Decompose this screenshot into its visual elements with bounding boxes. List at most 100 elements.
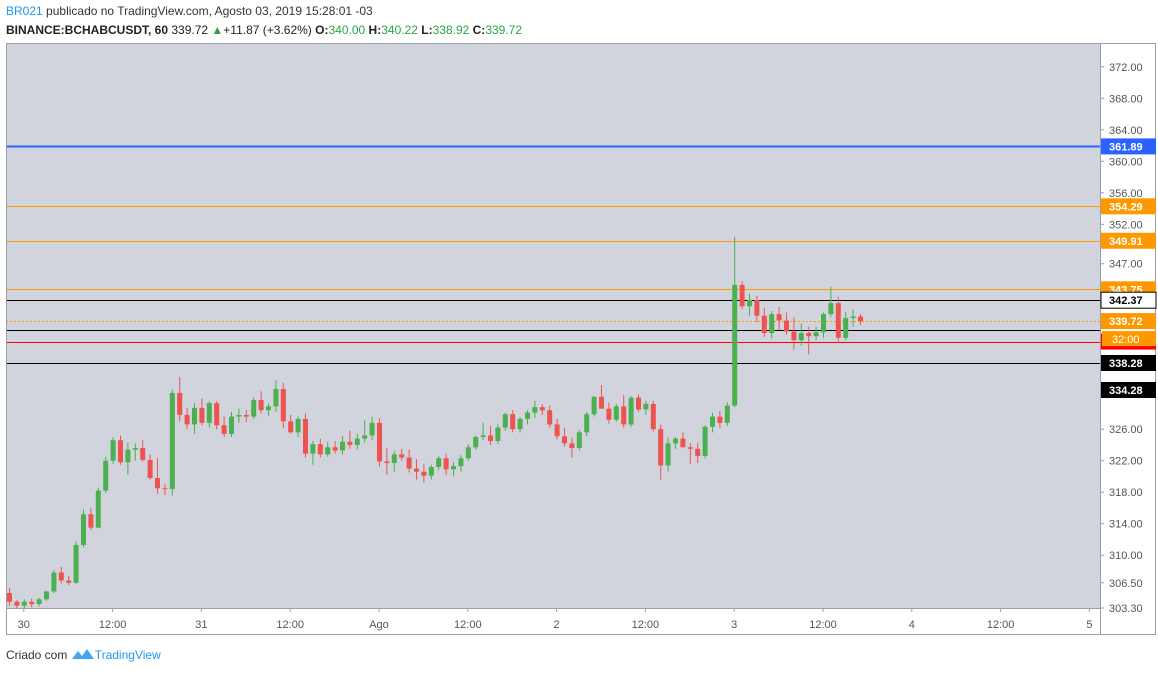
candle-body[interactable] — [377, 422, 382, 462]
candle-body[interactable] — [532, 407, 538, 413]
candle-body[interactable] — [7, 593, 12, 602]
candle-body[interactable] — [184, 414, 190, 425]
candle-body[interactable] — [702, 426, 708, 456]
candle-body[interactable] — [747, 299, 752, 307]
username[interactable]: BR021 — [6, 4, 43, 18]
candle-body[interactable] — [162, 488, 168, 490]
candle-body[interactable] — [110, 440, 116, 461]
candle-body[interactable] — [443, 458, 449, 470]
candle-body[interactable] — [813, 332, 819, 337]
candle-body[interactable] — [480, 435, 486, 438]
candle-body[interactable] — [95, 490, 101, 528]
candle-body[interactable] — [465, 447, 471, 459]
candle-body[interactable] — [776, 314, 782, 321]
candle-body[interactable] — [517, 418, 523, 430]
candle-body[interactable] — [658, 429, 664, 466]
candle-body[interactable] — [147, 459, 153, 479]
candle-body[interactable] — [428, 466, 434, 476]
candle-body[interactable] — [192, 407, 197, 425]
candle-body[interactable] — [569, 443, 575, 449]
candle-body[interactable] — [665, 443, 671, 466]
candle-body[interactable] — [510, 414, 516, 430]
candle-body[interactable] — [73, 544, 79, 583]
candle-body[interactable] — [266, 406, 271, 411]
candle-body[interactable] — [525, 412, 530, 419]
candle-body[interactable] — [576, 432, 582, 449]
candle-body[interactable] — [680, 438, 686, 448]
candle-body[interactable] — [362, 435, 368, 439]
candle-body[interactable] — [21, 601, 27, 606]
candle-body[interactable] — [303, 418, 308, 454]
candle-body[interactable] — [495, 427, 501, 441]
candle-body[interactable] — [325, 447, 331, 455]
candle-body[interactable] — [421, 471, 427, 476]
candle-body[interactable] — [81, 514, 86, 545]
candle-body[interactable] — [599, 396, 604, 409]
candle-body[interactable] — [340, 441, 345, 451]
candle-body[interactable] — [354, 438, 360, 445]
candle-body[interactable] — [695, 448, 701, 456]
candle-body[interactable] — [613, 406, 619, 420]
candle-body[interactable] — [650, 403, 656, 430]
candle-body[interactable] — [236, 414, 242, 417]
candle-body[interactable] — [636, 397, 641, 410]
candle-body[interactable] — [488, 435, 493, 441]
candle-body[interactable] — [739, 284, 745, 307]
candle-body[interactable] — [754, 299, 760, 316]
candle-body[interactable] — [258, 400, 264, 411]
candle-body[interactable] — [125, 449, 131, 463]
candle-body[interactable] — [850, 316, 856, 319]
candle-body[interactable] — [118, 440, 123, 463]
candle-body[interactable] — [391, 454, 397, 464]
candle-body[interactable] — [288, 421, 294, 433]
candle-body[interactable] — [673, 438, 678, 444]
candle-body[interactable] — [710, 416, 715, 427]
candle-body[interactable] — [369, 422, 375, 436]
candle-body[interactable] — [784, 320, 789, 332]
candle-body[interactable] — [591, 396, 597, 415]
candle-body[interactable] — [502, 414, 508, 428]
candle-body[interactable] — [835, 303, 841, 338]
candle-body[interactable] — [140, 448, 146, 460]
candle-body[interactable] — [724, 405, 730, 423]
candle-body[interactable] — [251, 400, 257, 417]
candle-body[interactable] — [214, 403, 220, 426]
candle-body[interactable] — [347, 441, 353, 445]
candle-body[interactable] — [332, 447, 338, 451]
candle-body[interactable] — [769, 314, 775, 334]
price-chart[interactable]: 372.00 368.00 364.00 360.00 356.00 352.00 347.… — [0, 0, 1158, 640]
candle-body[interactable] — [643, 403, 649, 410]
candle-body[interactable] — [539, 407, 545, 411]
candle-body[interactable] — [317, 444, 323, 455]
candle-body[interactable] — [36, 599, 42, 605]
candle-body[interactable] — [828, 303, 834, 315]
candle-body[interactable] — [554, 424, 560, 437]
candle-body[interactable] — [199, 407, 205, 423]
candle-body[interactable] — [414, 468, 419, 472]
candle-body[interactable] — [791, 331, 797, 341]
candle-body[interactable] — [547, 410, 553, 425]
candle-body[interactable] — [687, 447, 693, 449]
tradingview-link[interactable]: TradingView — [94, 648, 161, 662]
candle-body[interactable] — [621, 406, 627, 425]
candle-body[interactable] — [66, 580, 72, 583]
candle-body[interactable] — [843, 318, 849, 338]
candle-body[interactable] — [58, 572, 64, 581]
candle-body[interactable] — [606, 408, 612, 420]
candle-body[interactable] — [88, 514, 94, 528]
candle-body[interactable] — [103, 460, 109, 491]
candle-body[interactable] — [14, 601, 20, 606]
time-axis[interactable] — [6, 608, 1100, 635]
candle-body[interactable] — [436, 458, 442, 467]
candle-body[interactable] — [406, 457, 412, 469]
candle-body[interactable] — [473, 437, 479, 448]
candle-body[interactable] — [51, 572, 57, 592]
candle-body[interactable] — [562, 436, 567, 444]
candle-body[interactable] — [206, 403, 212, 423]
candle-body[interactable] — [806, 333, 812, 337]
candle-body[interactable] — [399, 454, 405, 458]
plot-area[interactable] — [6, 43, 1100, 608]
candle-body[interactable] — [243, 414, 249, 417]
candle-body[interactable] — [584, 414, 590, 433]
candle-body[interactable] — [310, 444, 316, 454]
